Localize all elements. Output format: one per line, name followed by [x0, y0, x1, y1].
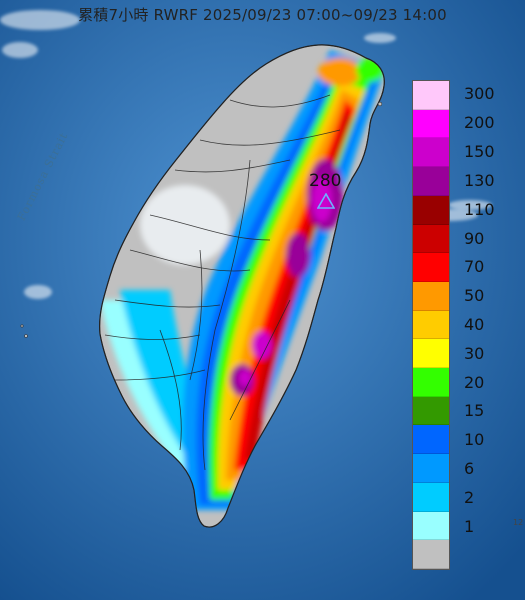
cloud-patches [0, 10, 492, 299]
legend-swatch [413, 81, 449, 110]
legend-swatch [413, 281, 449, 311]
legend-label: 10 [464, 430, 485, 450]
taiwan-island [99, 44, 385, 528]
legend-swatch [413, 138, 449, 168]
legend-label: 300 [464, 84, 495, 104]
offshore-islands [20, 101, 383, 338]
legend-label: 40 [464, 315, 485, 334]
legend-swatch [413, 167, 449, 196]
legend-colorbar [412, 80, 450, 570]
legend-label: 2 [464, 487, 475, 507]
legend-swatch [413, 195, 449, 225]
legend-label: 6 [464, 459, 475, 479]
legend-label: 1 [464, 516, 475, 536]
legend-swatch [413, 482, 449, 512]
rainfall-field [100, 50, 385, 510]
legend-label: 200 [464, 113, 495, 133]
legend-swatch [413, 454, 449, 483]
legend-label: 20 [464, 372, 485, 392]
legend-label: 90 [464, 228, 485, 248]
legend-label: 70 [464, 257, 485, 277]
legend-swatch [413, 425, 449, 455]
legend-label: 110 [464, 199, 495, 219]
map-title: 累積7小時 RWRF 2025/09/23 07:00~09/23 14:00 [78, 6, 447, 24]
peak-triangle-icon [317, 193, 335, 209]
legend-swatch [413, 339, 449, 369]
legend-label: 50 [464, 286, 485, 306]
county-boundaries [104, 94, 341, 471]
legend-swatch [413, 310, 449, 340]
legend-swatch [413, 109, 449, 139]
legend-swatch [413, 540, 449, 569]
legend-swatch [413, 511, 449, 541]
corner-tick-label: 12 [513, 518, 524, 527]
legend-labels: 300 200 150 130 110 90 70 50 40 30 20 15 10 6 2 1 [464, 80, 524, 570]
peak-value-label: 280 [309, 171, 342, 191]
legend-swatch [413, 253, 449, 282]
legend-swatch [413, 368, 449, 397]
legend-label: 15 [464, 401, 485, 421]
legend-label: 150 [464, 142, 495, 162]
legend-swatch [413, 396, 449, 426]
legend-label: 30 [464, 343, 485, 363]
legend-swatch [413, 224, 449, 254]
legend-label: 130 [464, 170, 495, 190]
